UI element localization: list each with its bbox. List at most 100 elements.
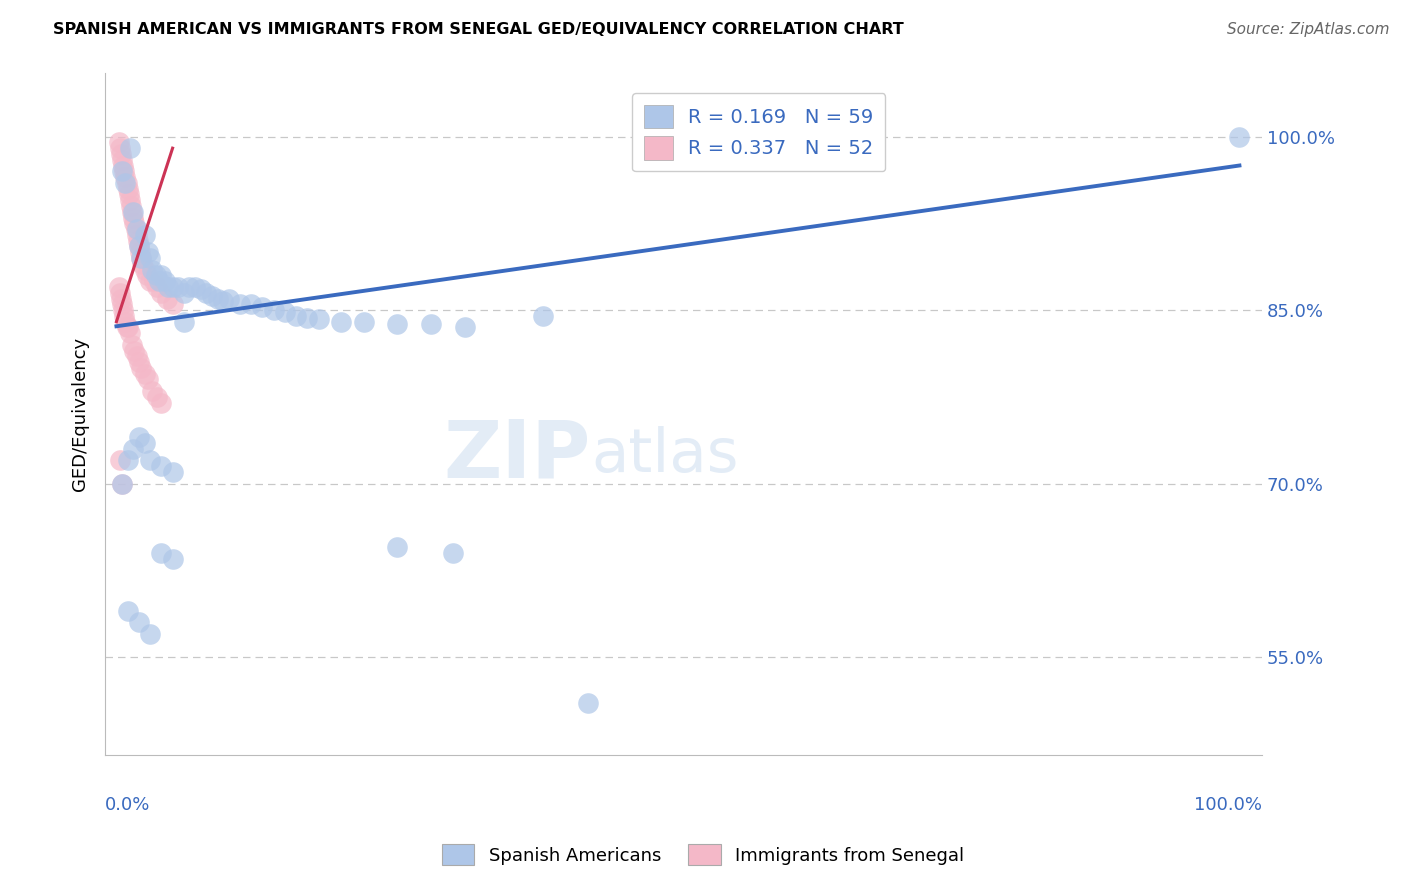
Point xyxy=(201,289,224,303)
Point xyxy=(118,141,141,155)
Point xyxy=(308,312,330,326)
Point xyxy=(1229,129,1251,144)
Point xyxy=(157,280,180,294)
Point xyxy=(150,459,173,474)
Point xyxy=(173,315,195,329)
Point xyxy=(150,285,173,300)
Legend: R = 0.169   N = 59, R = 0.337   N = 52: R = 0.169 N = 59, R = 0.337 N = 52 xyxy=(633,93,886,171)
Point xyxy=(112,159,135,173)
Point xyxy=(117,181,139,195)
Point xyxy=(129,251,152,265)
Point xyxy=(128,615,150,630)
Point xyxy=(229,297,252,311)
Point xyxy=(114,170,136,185)
Point xyxy=(128,239,150,253)
Point xyxy=(179,280,201,294)
Point xyxy=(150,546,173,560)
Point xyxy=(139,627,162,641)
Point xyxy=(131,257,153,271)
Point xyxy=(125,227,148,242)
Point xyxy=(240,297,263,311)
Point xyxy=(134,227,156,242)
Point xyxy=(218,292,240,306)
Point xyxy=(207,292,229,306)
Point xyxy=(108,453,131,467)
Point xyxy=(385,540,408,554)
Point xyxy=(118,326,141,341)
Point xyxy=(121,204,143,219)
Point xyxy=(136,372,159,386)
Point xyxy=(125,222,148,236)
Point xyxy=(117,320,139,334)
Point xyxy=(139,453,162,467)
Point xyxy=(124,216,146,230)
Y-axis label: GED/Equivalency: GED/Equivalency xyxy=(72,337,89,491)
Point xyxy=(576,696,599,710)
Point xyxy=(441,546,464,560)
Point xyxy=(110,147,132,161)
Point xyxy=(146,280,169,294)
Point xyxy=(162,280,184,294)
Point xyxy=(419,317,441,331)
Point xyxy=(122,204,145,219)
Point xyxy=(353,315,375,329)
Legend: Spanish Americans, Immigrants from Senegal: Spanish Americans, Immigrants from Seneg… xyxy=(434,837,972,872)
Point xyxy=(111,153,134,167)
Point xyxy=(134,367,156,381)
Point xyxy=(108,141,131,155)
Point xyxy=(195,285,218,300)
Point xyxy=(111,476,134,491)
Point xyxy=(121,338,143,352)
Point xyxy=(124,343,146,358)
Point xyxy=(150,268,173,283)
Text: atlas: atlas xyxy=(591,425,738,484)
Text: SPANISH AMERICAN VS IMMIGRANTS FROM SENEGAL GED/EQUIVALENCY CORRELATION CHART: SPANISH AMERICAN VS IMMIGRANTS FROM SENE… xyxy=(53,22,904,37)
Point xyxy=(120,199,142,213)
Point xyxy=(139,274,162,288)
Point xyxy=(162,297,184,311)
Point xyxy=(139,251,162,265)
Point xyxy=(141,384,163,398)
Point xyxy=(146,390,169,404)
Point xyxy=(111,164,134,178)
Point xyxy=(274,305,297,319)
Point xyxy=(156,292,179,306)
Point xyxy=(122,442,145,456)
Point xyxy=(145,268,167,283)
Point xyxy=(190,282,212,296)
Point xyxy=(453,320,475,334)
Point xyxy=(127,234,149,248)
Point xyxy=(112,164,135,178)
Point xyxy=(117,453,139,467)
Point xyxy=(128,430,150,444)
Point xyxy=(136,245,159,260)
Point xyxy=(263,303,285,318)
Point xyxy=(111,476,134,491)
Point xyxy=(330,315,353,329)
Point xyxy=(385,317,408,331)
Point xyxy=(107,280,129,294)
Point xyxy=(135,268,157,283)
Point xyxy=(162,551,184,566)
Point xyxy=(118,187,141,202)
Point xyxy=(297,311,319,326)
Point xyxy=(173,285,195,300)
Point xyxy=(531,309,554,323)
Point xyxy=(128,239,150,253)
Point xyxy=(162,465,184,479)
Point xyxy=(112,303,135,318)
Text: 100.0%: 100.0% xyxy=(1194,797,1263,814)
Point xyxy=(150,395,173,409)
Point xyxy=(114,176,136,190)
Point xyxy=(122,211,145,225)
Point xyxy=(141,262,163,277)
Point xyxy=(112,309,135,323)
Point xyxy=(184,280,207,294)
Text: 0.0%: 0.0% xyxy=(105,797,150,814)
Point xyxy=(134,262,156,277)
Point xyxy=(114,315,136,329)
Point xyxy=(134,436,156,450)
Point xyxy=(110,292,132,306)
Point xyxy=(148,274,170,288)
Point xyxy=(115,320,138,334)
